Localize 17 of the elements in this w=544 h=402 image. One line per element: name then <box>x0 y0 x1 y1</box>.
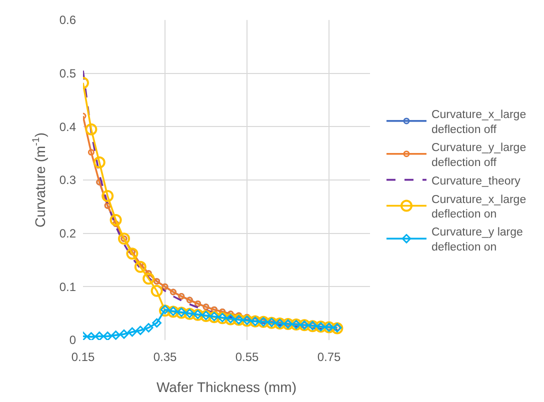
x-tick-label: 0.35 <box>153 350 177 364</box>
y-tick-label: 0.3 <box>59 173 76 188</box>
x-tick-label: 0.75 <box>317 350 341 364</box>
x-tick-label: 0.15 <box>71 350 95 364</box>
legend-label: Curvature_y large deflection on <box>431 226 523 254</box>
y-tick-label: 0 <box>69 333 76 348</box>
x-axis-title: Wafer Thickness (mm) <box>156 379 297 395</box>
y-tick-label: 0.5 <box>59 66 76 81</box>
legend-label: Curvature_y_large deflection off <box>431 142 526 169</box>
y-tick-label: 0.1 <box>59 280 76 294</box>
y-tick-label: 0.2 <box>59 226 76 241</box>
legend-label: Curvature_theory <box>431 175 521 188</box>
legend-label: Curvature_x_large deflection on <box>431 194 526 221</box>
y-tick-label: 0.6 <box>59 13 76 28</box>
legend-label: Curvature_x_large deflection off <box>431 108 526 136</box>
x-tick-label: 0.55 <box>235 350 259 364</box>
y-tick-label: 0.4 <box>59 120 76 134</box>
